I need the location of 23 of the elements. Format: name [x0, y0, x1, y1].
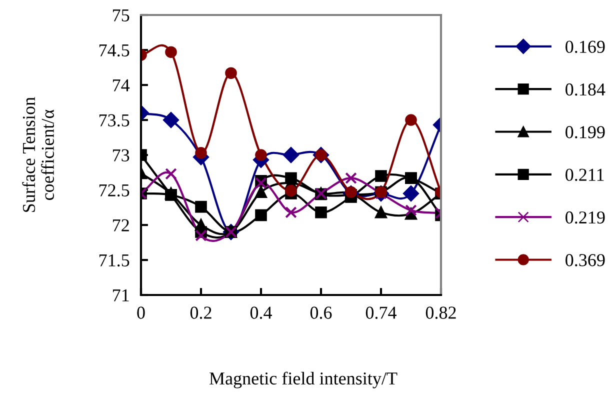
y-tick-label: 74.5 [99, 44, 130, 57]
legend-label: 0.184 [566, 83, 606, 96]
x-tick-label: 0.4 [250, 306, 272, 319]
y-tick-label: 74 [113, 79, 130, 92]
y-tick-label: 71 [113, 289, 129, 302]
legend-label: 0.199 [566, 126, 605, 138]
y-tick-label: 72 [113, 219, 129, 232]
legend-label: 0.211 [566, 168, 604, 181]
legend-label: 0.369 [566, 254, 605, 266]
legend-label: 0.219 [566, 211, 605, 224]
x-axis-title: Magnetic field intensity/T [209, 372, 398, 388]
y-axis-title: Surface Tension coefficient/α [22, 97, 54, 212]
y-tick-label: 71.5 [99, 254, 130, 267]
y-tick-label: 75 [113, 9, 130, 22]
x-tick-label: 0.82 [426, 306, 456, 319]
x-tick-label: 0.2 [190, 306, 212, 319]
x-tick-label: 0.6 [310, 306, 332, 319]
y-tick-label: 73.5 [99, 114, 130, 127]
x-tick-label: 0 [137, 306, 145, 319]
legend-label: 0.169 [566, 40, 605, 53]
x-tick-label: 0.74 [366, 306, 397, 319]
y-tick-label: 73 [113, 149, 130, 162]
y-tick-label: 72.5 [99, 184, 130, 197]
